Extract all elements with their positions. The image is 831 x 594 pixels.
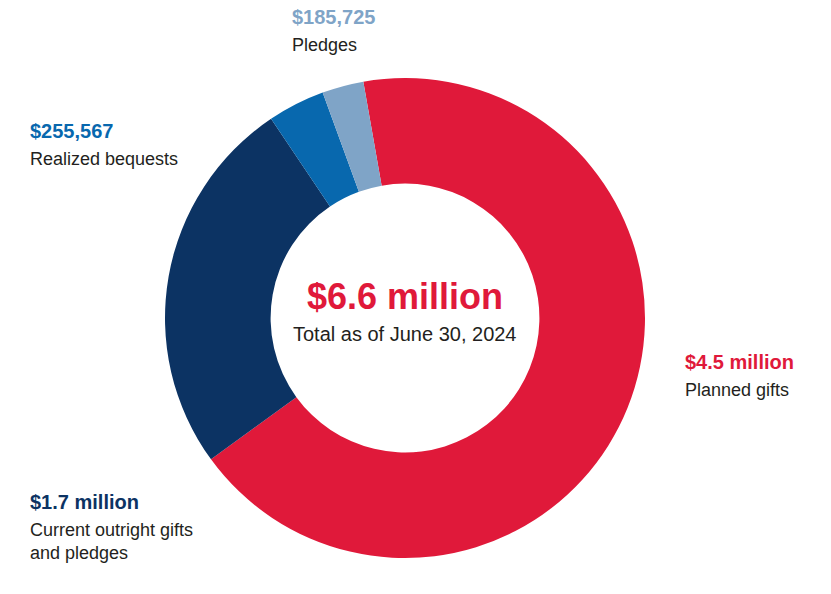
svg-text:$4.5 million: $4.5 million (685, 351, 794, 373)
svg-text:Planned gifts: Planned gifts (685, 380, 789, 400)
svg-text:$255,567: $255,567 (30, 120, 113, 142)
svg-text:$6.6 million: $6.6 million (307, 276, 503, 317)
svg-text:Pledges: Pledges (292, 35, 357, 55)
svg-text:Total as of June 30, 2024: Total as of June 30, 2024 (293, 323, 517, 345)
svg-text:$1.7 million: $1.7 million (30, 491, 139, 513)
svg-text:$185,725: $185,725 (292, 6, 375, 28)
svg-text:Current outright giftsand pled: Current outright giftsand pledges (30, 520, 193, 563)
svg-text:Realized bequests: Realized bequests (30, 149, 178, 169)
